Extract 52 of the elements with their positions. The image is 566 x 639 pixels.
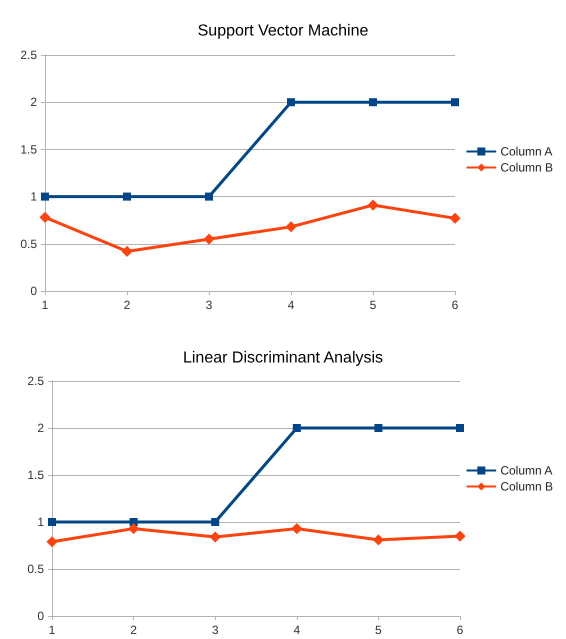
point — [286, 221, 296, 232]
point — [287, 98, 295, 106]
x-tick-label: 3 — [212, 623, 219, 637]
legend-label: Column B — [500, 160, 553, 174]
y-tick-label: 0.5 — [27, 562, 44, 576]
point — [211, 518, 220, 526]
x-tick-label: 4 — [293, 623, 300, 637]
point — [128, 523, 140, 534]
point — [451, 98, 459, 106]
point — [456, 424, 464, 432]
y-tick-label: 0 — [37, 609, 44, 623]
legend-label: Column A — [500, 144, 552, 158]
chart-title: Support Vector Machine — [198, 22, 368, 40]
x-tick-label: 2 — [130, 623, 138, 637]
y-tick-label: 2 — [30, 95, 38, 110]
x-tick-label: 5 — [370, 298, 377, 312]
point — [291, 523, 302, 534]
point — [41, 192, 49, 201]
point — [292, 424, 301, 432]
x-tick-label: 6 — [452, 298, 459, 312]
x-tick-label: 6 — [456, 623, 464, 637]
y-tick-label: 2 — [37, 421, 44, 435]
y-tick-label: 1.5 — [20, 142, 38, 156]
y-tick-label: 2.5 — [20, 48, 38, 62]
point — [205, 192, 213, 201]
point — [374, 424, 382, 432]
point — [46, 536, 58, 548]
point — [210, 532, 221, 543]
point — [123, 192, 131, 201]
legend-label: Column A — [500, 464, 552, 478]
point — [368, 200, 378, 211]
legend-label: Column B — [500, 480, 553, 494]
x-tick-label: 1 — [48, 623, 56, 637]
point — [369, 98, 377, 106]
point — [48, 518, 56, 526]
chart-title: Linear Discriminant Analysis — [182, 350, 384, 366]
point — [450, 212, 460, 224]
y-tick-label: 0.5 — [20, 236, 38, 251]
y-tick-label: 2.5 — [27, 374, 44, 388]
point — [122, 246, 132, 257]
x-tick-label: 2 — [124, 298, 131, 312]
point — [454, 530, 466, 542]
point — [372, 534, 384, 546]
y-tick-label: 1 — [37, 515, 44, 529]
point — [204, 234, 214, 245]
x-tick-label: 4 — [288, 298, 295, 312]
x-tick-label: 5 — [375, 623, 382, 637]
x-tick-label: 3 — [206, 298, 213, 312]
y-tick-label: 1 — [30, 190, 38, 204]
y-tick-label: 1.5 — [27, 468, 44, 482]
y-tick-label: 0 — [30, 284, 38, 298]
point — [40, 212, 50, 223]
